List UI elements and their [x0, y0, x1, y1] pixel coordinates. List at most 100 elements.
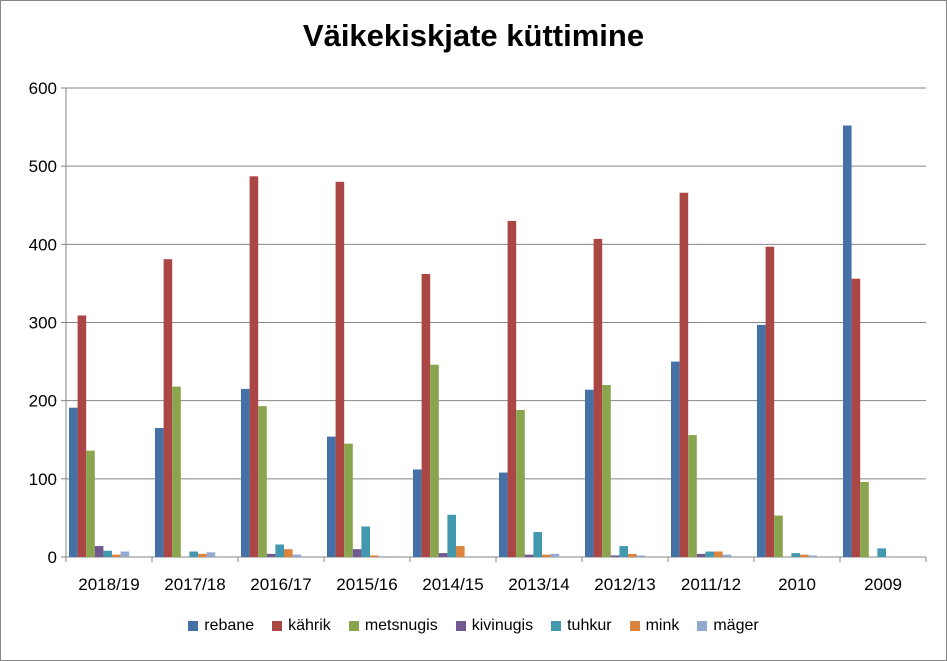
bar-mger-7 [722, 554, 732, 557]
bar-rebane-5 [499, 472, 508, 557]
bar-mger-5 [550, 553, 560, 557]
bar-mger-3 [378, 556, 388, 557]
y-tick-label: 200 [29, 392, 57, 411]
bar-rebane-3 [327, 436, 336, 557]
x-tick-label: 2009 [864, 575, 902, 594]
legend-label: kivinugis [471, 617, 534, 634]
legend-item: mink [629, 617, 680, 635]
bar-tuhkur-4 [447, 514, 456, 557]
bar-mger-6 [636, 555, 646, 557]
bar-mink-8 [800, 554, 809, 557]
bar-khrik-7 [679, 192, 689, 558]
bar-mink-0 [112, 554, 121, 557]
legend-label: mäger [713, 617, 759, 634]
bar-mger-8 [808, 555, 818, 557]
bar-kivinugis-5 [524, 554, 534, 557]
bar-metsnugis-2 [258, 406, 267, 557]
bar-metsnugis-6 [602, 385, 611, 557]
x-tick-label: 2017/18 [164, 575, 225, 594]
legend-label: mink [645, 617, 680, 634]
bar-rebane-2 [241, 388, 250, 557]
bar-kivinugis-0 [94, 546, 104, 557]
legend-label: metsnugis [364, 617, 438, 634]
legend-label: kährik [288, 617, 331, 634]
y-tick-label: 300 [29, 314, 57, 333]
legend-item: mäger [697, 617, 759, 635]
bar-khrik-4 [421, 274, 431, 557]
bar-khrik-0 [77, 315, 87, 557]
legend-label: rebane [204, 617, 255, 634]
bar-kivinugis-6 [610, 555, 620, 557]
y-tick-label: 100 [29, 470, 57, 489]
bar-kivinugis-4 [438, 553, 448, 557]
bar-tuhkur-7 [705, 551, 714, 557]
legend-label: tuhkur [567, 617, 612, 634]
bar-metsnugis-1 [172, 386, 181, 557]
bar-mink-5 [542, 554, 551, 557]
legend-item: tuhkur [551, 617, 612, 635]
legend-item: rebane [188, 617, 254, 635]
y-tick-label: 0 [48, 548, 57, 567]
bar-tuhkur-0 [103, 550, 112, 557]
chart-title: Väikekiskjate küttimine [302, 18, 645, 53]
bar-mink-2 [284, 549, 293, 557]
bar-mger-1 [206, 552, 216, 557]
y-tick-label: 500 [29, 157, 57, 176]
bar-metsnugis-3 [344, 443, 353, 557]
legend-swatch [455, 621, 466, 631]
legend-item: kährik [272, 617, 331, 635]
bar-kivinugis-3 [352, 549, 362, 557]
y-tick-label: 400 [29, 235, 57, 254]
bar-khrik-9 [851, 278, 861, 557]
x-tick-label: 2012/13 [594, 575, 655, 594]
bar-rebane-7 [671, 361, 680, 557]
bar-tuhkur-8 [791, 553, 800, 557]
x-tick-label: 2018/19 [78, 575, 139, 594]
legend-swatch [188, 621, 199, 631]
x-tick-label: 2016/17 [250, 575, 311, 594]
bar-rebane-4 [413, 469, 422, 557]
x-tick-label: 2010 [778, 575, 816, 594]
x-tick-label: 2011/12 [681, 575, 741, 594]
bar-mger-2 [292, 554, 302, 557]
y-tick-label: 600 [29, 79, 57, 98]
x-tick-label: 2015/16 [336, 575, 397, 594]
bar-khrik-2 [249, 176, 259, 557]
bar-tuhkur-3 [361, 526, 370, 557]
bar-mink-4 [456, 546, 465, 557]
x-tick-label: 2014/15 [422, 575, 483, 594]
bar-tuhkur-2 [275, 544, 284, 557]
bar-metsnugis-5 [516, 410, 525, 557]
bar-tuhkur-1 [189, 551, 198, 557]
bar-mink-1 [198, 553, 207, 557]
bar-rebane-6 [585, 389, 594, 557]
bar-metsnugis-4 [430, 364, 439, 557]
bar-rebane-8 [757, 324, 766, 557]
x-tick-label: 2013/14 [508, 575, 569, 594]
bar-khrik-8 [765, 246, 775, 557]
bar-kivinugis-2 [266, 553, 276, 557]
bar-rebane-1 [155, 428, 164, 557]
bar-mger-0 [120, 551, 130, 557]
bar-khrik-6 [593, 238, 603, 558]
bar-mink-6 [628, 553, 637, 557]
bar-rebane-9 [843, 125, 852, 558]
bar-metsnugis-9 [860, 481, 869, 557]
bar-tuhkur-9 [877, 548, 886, 557]
bar-kivinugis-7 [696, 553, 706, 557]
bar-metsnugis-0 [86, 450, 95, 557]
bar-khrik-1 [163, 259, 173, 557]
bar-khrik-3 [335, 181, 345, 558]
legend-swatch [629, 621, 640, 631]
legend-swatch [697, 621, 708, 631]
legend-swatch [348, 621, 359, 631]
bar-mink-3 [370, 555, 379, 557]
bar-tuhkur-6 [619, 546, 628, 557]
bar-metsnugis-8 [774, 515, 783, 557]
legend-item: metsnugis [348, 617, 438, 635]
legend: rebane kährik metsnugis kivinugis tuhkur mink… [0, 617, 947, 635]
bar-mink-7 [714, 551, 723, 557]
legend-swatch [272, 621, 283, 631]
bar-tuhkur-5 [533, 531, 542, 557]
